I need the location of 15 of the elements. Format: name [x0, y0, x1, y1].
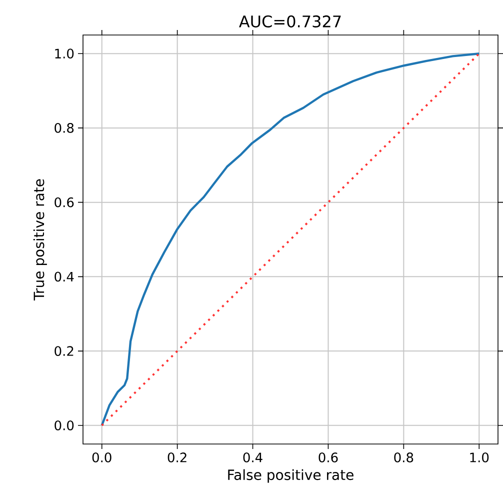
x-tick-label: 0.4: [243, 452, 262, 462]
y-tick-label: 0.6: [54, 197, 74, 208]
y-tick-label: 0.4: [54, 272, 74, 282]
x-tick-label: 0.8: [394, 452, 413, 462]
x-tick-label: 1.0: [470, 452, 488, 462]
y-tick-label: 1.0: [55, 48, 74, 59]
y-tick-label: 0.8: [54, 123, 74, 133]
y-tick-label: 0.0: [54, 420, 74, 430]
x-tick-label: 0.0: [92, 452, 112, 462]
chart-title: AUC=0.7327: [238, 15, 341, 28]
y-axis-title: True positive rate: [33, 179, 47, 301]
x-axis-title: False positive rate: [228, 469, 354, 483]
x-tick-label: 0.6: [318, 452, 338, 462]
x-tick-label: 0.2: [168, 452, 186, 462]
y-tick-label: 0.2: [54, 346, 73, 356]
